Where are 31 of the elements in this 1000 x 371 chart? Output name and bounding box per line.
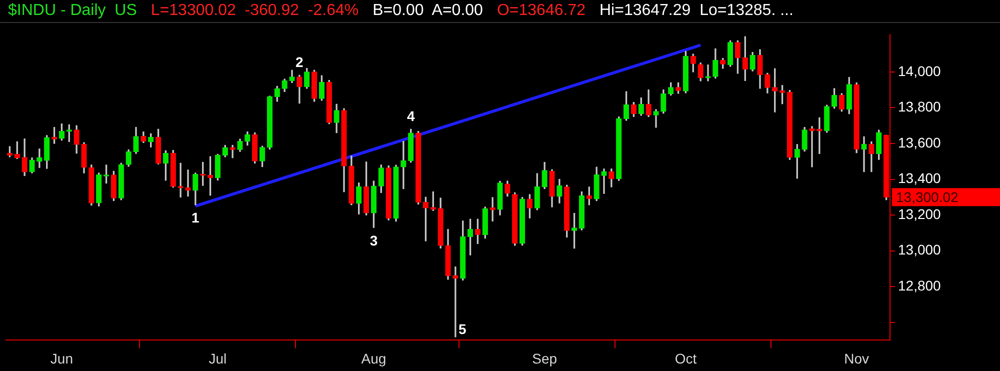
candlestick <box>653 109 659 128</box>
annotation: 5 <box>458 321 467 338</box>
candlestick <box>400 141 406 190</box>
candlestick <box>601 168 607 194</box>
text: Hi=13647.29 Lo=13285. ... <box>599 2 794 20</box>
y-tick-label: 13,600 <box>898 134 942 150</box>
annotation: 2 <box>296 54 304 70</box>
x-tick-label: Jun <box>50 350 74 366</box>
annotation: 1 <box>192 210 200 226</box>
candlestick <box>185 170 191 197</box>
text: O=13646.72 <box>496 2 586 20</box>
candlestick <box>36 148 42 168</box>
y-tick-label: 13,000 <box>898 242 942 258</box>
text: B=0.00 A=0.00 <box>372 2 483 20</box>
candlestick <box>861 136 867 172</box>
chart-title: $INDU - Daily US <box>8 2 137 20</box>
y-tick-label: 12,800 <box>898 277 942 294</box>
text: L=13300.02 -360.92 -2.64% <box>150 2 359 20</box>
y-tick-label: 14,000 <box>898 62 942 79</box>
x-tick-label: Oct <box>674 350 697 366</box>
y-tick-label: 13,200 <box>898 206 942 222</box>
annotation: 4 <box>406 108 415 124</box>
x-tick-label: Sep <box>532 350 558 366</box>
annotation: 3 <box>370 232 378 248</box>
y-tick-label: 13,400 <box>898 170 942 186</box>
text: 13,300.02 <box>896 188 958 205</box>
x-tick-label: Nov <box>844 350 870 366</box>
candlestick <box>816 117 822 154</box>
y-tick-label: 13,800 <box>898 98 942 115</box>
x-tick-label: Jul <box>208 350 227 366</box>
x-tick-label: Aug <box>361 350 386 366</box>
